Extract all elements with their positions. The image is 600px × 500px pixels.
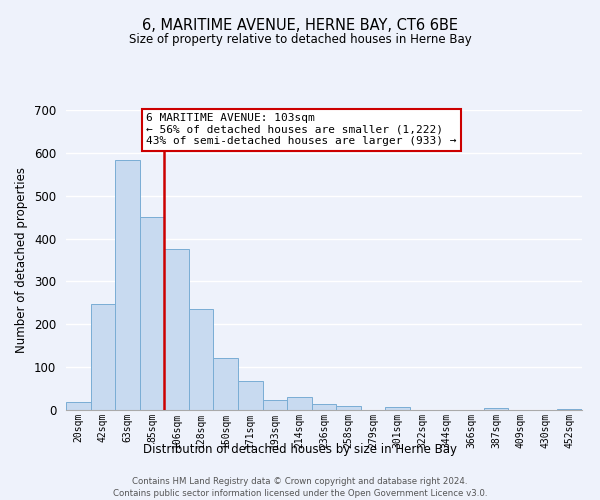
Bar (312, 404, 336, 410)
Bar (484, 408, 508, 410)
Bar (115, 160, 140, 410)
Bar (214, 358, 238, 410)
Text: Contains HM Land Registry data © Crown copyright and database right 2024.: Contains HM Land Registry data © Crown c… (132, 478, 468, 486)
Bar (238, 382, 263, 410)
Bar (164, 250, 189, 410)
Bar (287, 397, 312, 410)
Text: Contains public sector information licensed under the Open Government Licence v3: Contains public sector information licen… (113, 489, 487, 498)
Text: Distribution of detached houses by size in Herne Bay: Distribution of detached houses by size … (143, 442, 457, 456)
Bar (557, 408, 582, 410)
Bar (385, 406, 410, 410)
Y-axis label: Number of detached properties: Number of detached properties (16, 167, 28, 353)
Text: 6, MARITIME AVENUE, HERNE BAY, CT6 6BE: 6, MARITIME AVENUE, HERNE BAY, CT6 6BE (142, 18, 458, 32)
Bar (140, 217, 164, 410)
Text: Size of property relative to detached houses in Herne Bay: Size of property relative to detached ho… (128, 32, 472, 46)
Bar (91, 304, 115, 410)
Text: 6 MARITIME AVENUE: 103sqm
← 56% of detached houses are smaller (1,222)
43% of se: 6 MARITIME AVENUE: 103sqm ← 56% of detac… (146, 113, 457, 146)
Bar (263, 400, 287, 410)
Bar (66, 402, 91, 410)
Bar (189, 309, 214, 410)
Bar (336, 406, 361, 410)
